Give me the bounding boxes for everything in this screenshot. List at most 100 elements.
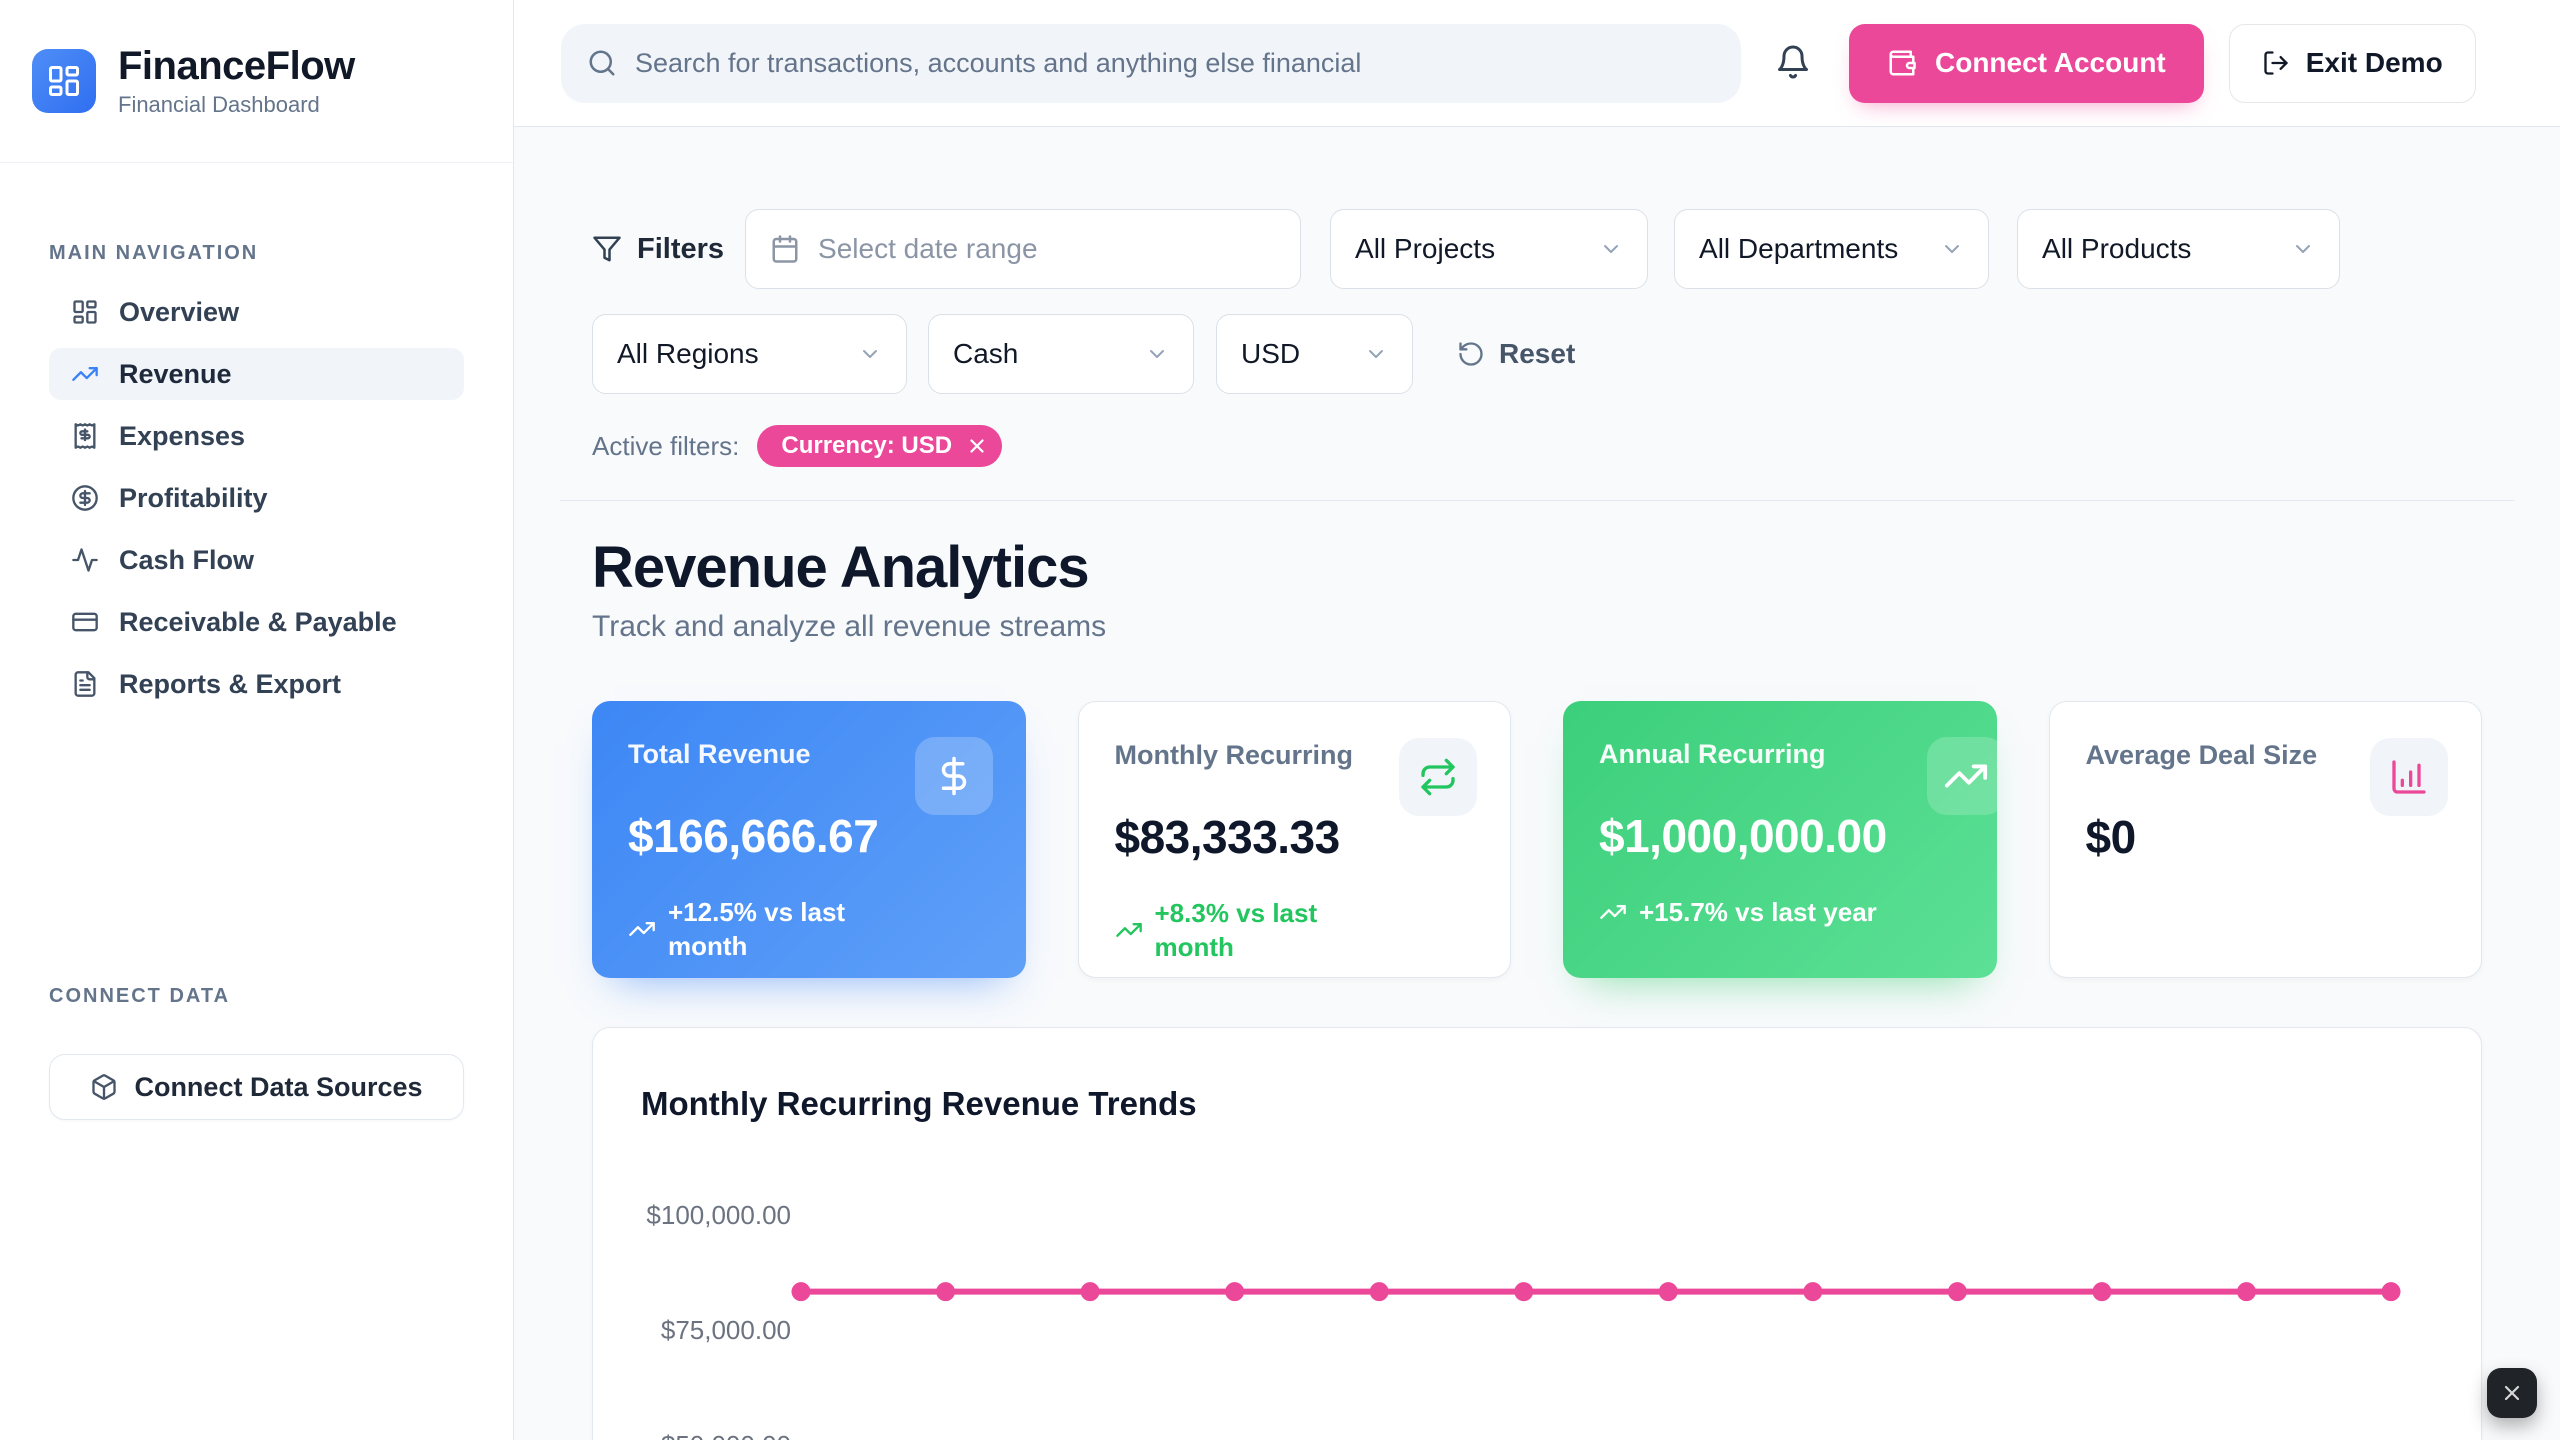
- bar-chart-icon: [2370, 738, 2448, 816]
- connect-data-sources-label: Connect Data Sources: [134, 1071, 423, 1102]
- sidebar-item-overview[interactable]: Overview: [49, 286, 464, 338]
- filters-row-1: Filters All Projects All Departments All…: [592, 209, 2482, 289]
- metric-change: +8.3% vs last month: [1115, 896, 1340, 964]
- exit-demo-button[interactable]: Exit Demo: [2228, 23, 2476, 103]
- sidebar-item-receivable-payable[interactable]: Receivable & Payable: [49, 596, 464, 648]
- close-icon: [2500, 1381, 2524, 1405]
- activity-icon: [71, 546, 99, 574]
- svg-text:$50,000.00: $50,000.00: [661, 1430, 791, 1440]
- projects-select[interactable]: All Projects: [1330, 209, 1649, 289]
- wallet-icon: [1887, 48, 1917, 78]
- page-subtitle: Track and analyze all revenue streams: [592, 610, 1107, 643]
- reset-filters-button[interactable]: Reset: [1457, 338, 1575, 370]
- receipt-icon: [71, 422, 99, 450]
- close-demo-button[interactable]: [2487, 1368, 2537, 1418]
- chevron-down-icon: [1940, 237, 1964, 261]
- trending-up-icon: [71, 360, 99, 388]
- brand-name: FinanceFlow: [118, 44, 355, 88]
- sidebar-item-revenue[interactable]: Revenue: [49, 348, 464, 400]
- sidebar: FinanceFlow Financial Dashboard MAIN NAV…: [0, 0, 514, 1440]
- reset-icon: [1457, 340, 1485, 368]
- cube-icon: [90, 1073, 118, 1101]
- sidebar-item-reports-export[interactable]: Reports & Export: [49, 658, 464, 710]
- brand-tagline: Financial Dashboard: [118, 92, 320, 117]
- total-revenue-card: Total Revenue $166,666.67 +12.5% vs last…: [592, 701, 1026, 978]
- logout-icon: [2262, 49, 2290, 77]
- topbar: Connect Account Exit Demo: [514, 0, 2560, 127]
- metric-value: $166,666.67: [628, 810, 879, 862]
- metric-change: +15.7% vs last year: [1599, 895, 1961, 929]
- date-range-field[interactable]: [745, 209, 1302, 289]
- dollar-circle-icon: [71, 484, 99, 512]
- trending-up-icon: [628, 915, 656, 943]
- sidebar-item-label: Overview: [119, 296, 240, 327]
- notifications-button[interactable]: [1773, 43, 1813, 83]
- svg-text:$75,000.00: $75,000.00: [661, 1315, 791, 1345]
- repeat-icon: [1399, 738, 1477, 816]
- exit-demo-label: Exit Demo: [2305, 47, 2443, 78]
- chart-title: Monthly Recurring Revenue Trends: [641, 1085, 1197, 1122]
- currency-filter-chip: Currency: USD: [757, 425, 1003, 467]
- sidebar-item-label: Cash Flow: [119, 544, 255, 575]
- chevron-down-icon: [2291, 237, 2315, 261]
- sidebar-item-label: Profitability: [119, 482, 268, 513]
- file-text-icon: [71, 670, 99, 698]
- annual-recurring-card: Annual Recurring $1,000,000.00 +15.7% vs…: [1563, 701, 1997, 978]
- remove-currency-filter-button[interactable]: [966, 435, 988, 457]
- nav-heading: MAIN NAVIGATION: [49, 242, 259, 264]
- search-icon: [587, 48, 617, 78]
- metric-value: $0: [2085, 811, 2137, 863]
- metric-label: Monthly Recurring: [1114, 740, 1354, 770]
- sidebar-item-profitability[interactable]: Profitability: [49, 472, 464, 524]
- connect-data-sources-button[interactable]: Connect Data Sources: [49, 1054, 464, 1120]
- active-filters-label: Active filters:: [592, 430, 740, 461]
- filter-icon: [592, 234, 622, 264]
- metric-label: Annual Recurring: [1599, 739, 1826, 769]
- date-range-input[interactable]: [818, 233, 1277, 265]
- sidebar-item-cash-flow[interactable]: Cash Flow: [49, 534, 464, 586]
- chevron-down-icon: [1145, 342, 1169, 366]
- filters-label: Filters: [592, 233, 724, 266]
- connect-account-label: Connect Account: [1935, 47, 2166, 78]
- section-divider: [560, 500, 2514, 501]
- main-navigation: MAIN NAVIGATION Overview Revenue Expense…: [0, 163, 513, 710]
- active-filters-row: Active filters: Currency: USD: [592, 425, 2482, 467]
- metric-label: Average Deal Size: [2085, 740, 2318, 770]
- dashboard-grid-icon: [71, 298, 99, 326]
- products-select[interactable]: All Products: [2017, 209, 2341, 289]
- departments-select[interactable]: All Departments: [1674, 209, 1990, 289]
- metric-value: $83,333.33: [1114, 811, 1341, 863]
- sidebar-item-label: Reports & Export: [119, 668, 342, 699]
- trending-up-icon: [1115, 916, 1143, 944]
- global-search[interactable]: [561, 23, 1741, 103]
- mrr-line-chart[interactable]: $100,000.00 $75,000.00 $50,000.00: [593, 1178, 2483, 1440]
- calendar-icon: [770, 234, 800, 264]
- close-icon: [966, 435, 988, 457]
- dollar-icon: [914, 737, 993, 815]
- page-title: Revenue Analytics: [592, 535, 1090, 600]
- average-deal-size-card: Average Deal Size $0: [2048, 701, 2482, 978]
- currency-select[interactable]: USD: [1216, 314, 1413, 394]
- sidebar-item-expenses[interactable]: Expenses: [49, 410, 464, 462]
- sidebar-item-label: Revenue: [119, 358, 232, 389]
- connect-account-button[interactable]: Connect Account: [1849, 23, 2204, 103]
- filters-row-2: All Regions Cash USD Reset: [592, 314, 2482, 394]
- svg-text:$100,000.00: $100,000.00: [646, 1200, 791, 1230]
- bell-icon: [1775, 44, 1811, 80]
- connect-data-section: CONNECT DATA Connect Data Sources: [0, 985, 513, 1120]
- trending-up-icon: [1599, 898, 1627, 926]
- accounting-basis-select[interactable]: Cash: [928, 314, 1194, 394]
- sidebar-item-label: Receivable & Payable: [119, 606, 397, 637]
- regions-select[interactable]: All Regions: [592, 314, 907, 394]
- metric-value: $1,000,000.00: [1599, 810, 1887, 862]
- page-content: Filters All Projects All Departments All…: [514, 127, 2560, 1440]
- mrr-trends-card: Monthly Recurring Revenue Trends $100,00…: [592, 1027, 2482, 1440]
- brand-header: FinanceFlow Financial Dashboard: [0, 0, 513, 163]
- main-area: Connect Account Exit Demo Filters All Pr…: [514, 0, 2560, 1440]
- app-logo-icon: [32, 49, 96, 113]
- chevron-down-icon: [858, 342, 882, 366]
- search-input[interactable]: [635, 47, 1715, 79]
- chevron-down-icon: [1599, 237, 1623, 261]
- monthly-recurring-card: Monthly Recurring $83,333.33 +8.3% vs la…: [1077, 701, 1511, 978]
- credit-card-icon: [71, 608, 99, 636]
